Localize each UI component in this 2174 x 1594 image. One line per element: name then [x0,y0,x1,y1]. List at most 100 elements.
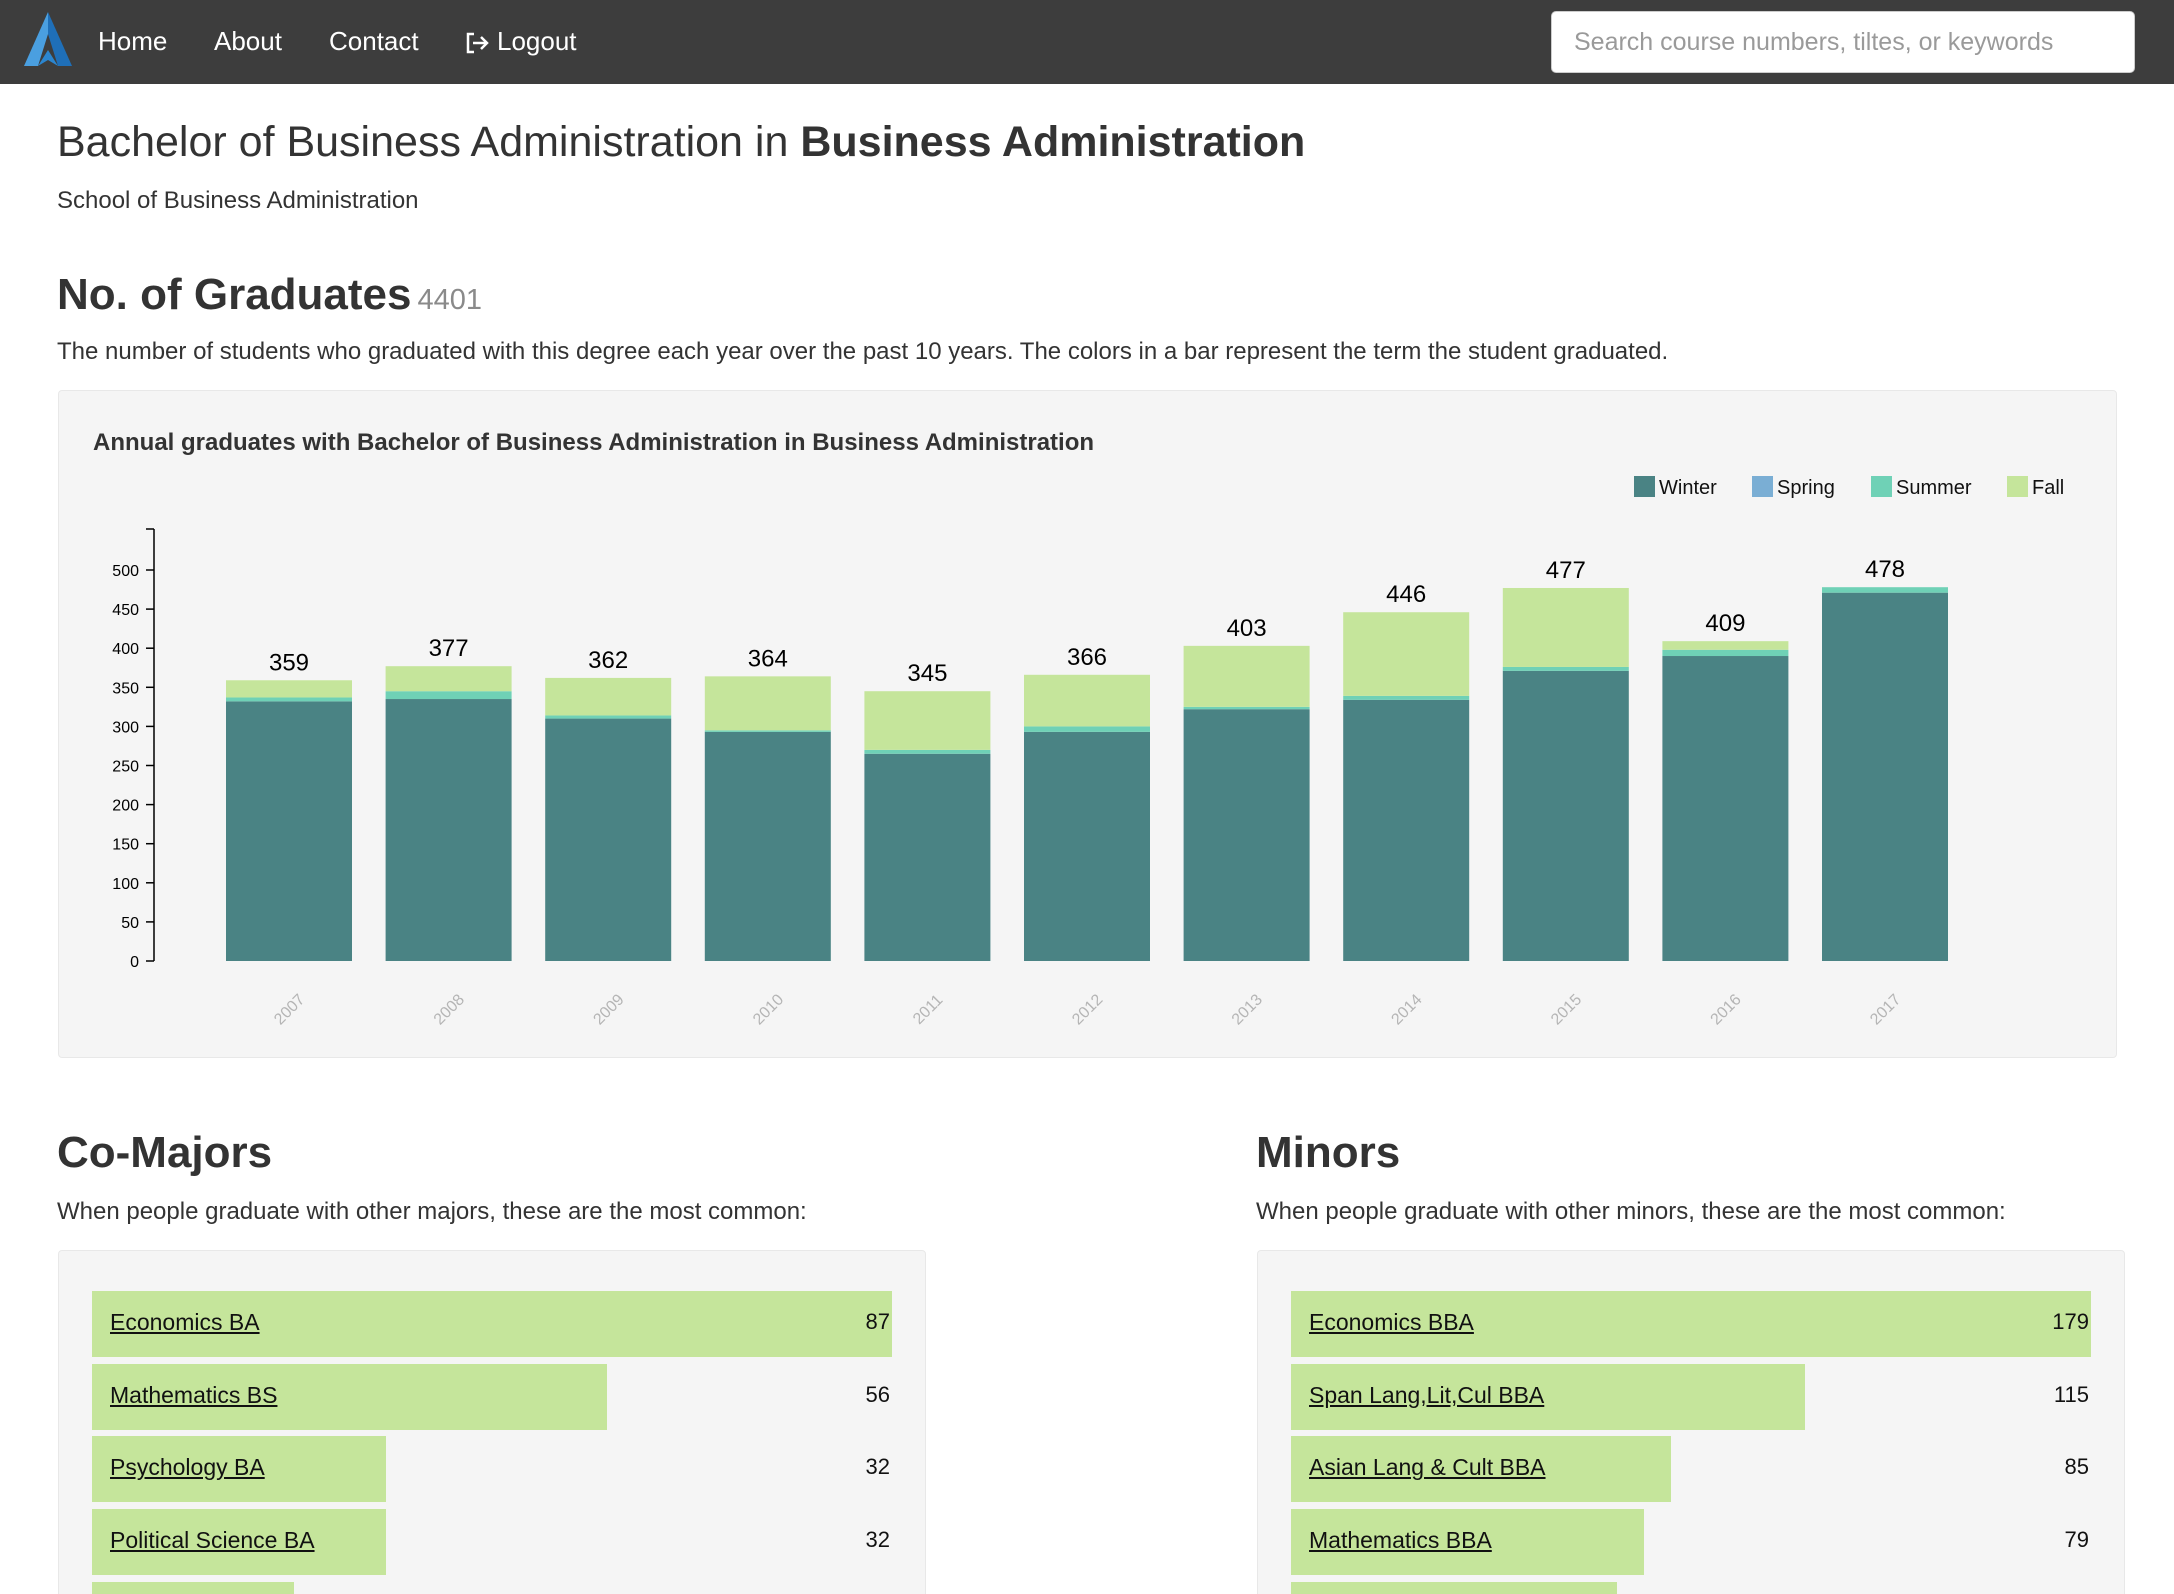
x-tick-label: 2017 [1867,991,1904,1028]
y-tick-label: 100 [112,876,139,893]
title-prefix: Bachelor of Business Administration in [57,118,789,166]
minors-list: Economics BBA 179 Span Lang,Lit,Cul BBA 115… [1257,1250,2125,1594]
logout-label: Logout [497,26,577,56]
x-tick-label: 2009 [590,991,627,1028]
y-tick-label: 300 [112,719,139,736]
graduates-description: The number of students who graduated wit… [57,338,1669,365]
comajor-link[interactable]: Mathematics BS [110,1381,278,1408]
minor-link[interactable]: Economics BBA [1309,1309,1474,1335]
legend-label-winter: Winter [1659,477,1717,499]
bar-segment-fall [1183,645,1310,707]
minor-bar [1291,1363,1805,1430]
bar-total-label: 364 [748,645,788,672]
minor-link[interactable]: Span Lang,Lit,Cul BBA [1309,1381,1545,1408]
bar-segment-fall [1662,641,1789,650]
logout-icon [466,32,489,54]
x-tick-label: 2013 [1229,991,1266,1028]
minor-count: 115 [2053,1381,2089,1407]
bar-total-label: 362 [588,647,628,674]
bar-total-label: 377 [429,635,469,662]
legend-label-summer: Summer [1896,477,1972,499]
graduates-heading: No. of Graduates 4401 [57,270,482,320]
y-tick-label: 250 [112,759,139,776]
bar-segment-winter [226,701,352,961]
nav-contact-link[interactable]: Contact [329,26,419,56]
bar-total-label: 359 [269,649,309,676]
comajor-count: 56 [865,1381,890,1407]
minor-count: 79 [2064,1527,2089,1553]
y-tick-label: 450 [112,602,139,619]
bar-segment-summer [545,715,672,719]
bar-segment-fall [1343,612,1470,696]
bar-segment-winter [1822,592,1948,961]
x-tick-label: 2015 [1548,991,1585,1028]
minor-count: 179 [2052,1309,2089,1334]
comajor-list-item: Psychology BA 32 [92,1436,892,1503]
bar-segment-summer [226,697,352,702]
bar-total-label: 366 [1067,644,1107,671]
legend-label-spring: Spring [1777,477,1835,499]
bar-segment-summer [385,691,512,700]
bar-segment-summer [1502,666,1629,671]
x-tick-label: 2011 [910,992,946,1028]
nav-home-link[interactable]: Home [98,26,168,56]
logo-icon[interactable] [20,10,76,68]
comajor-bar [92,1436,387,1503]
minor-list-item: Economics BBA 179 [1291,1291,2091,1357]
title-major: Business Administration [800,118,1306,166]
comajor-list-item: Economics BA 87 [92,1291,892,1357]
comajor-bar [92,1509,387,1576]
comajor-count: 87 [865,1309,890,1334]
legend-swatch-spring [1752,476,1773,497]
minors-description: When people graduate with other minors, … [1256,1198,2006,1225]
minor-bar [1291,1436,1671,1503]
bar-total-label: 478 [1865,556,1905,583]
bar-segment-fall [226,680,352,698]
comajor-bar [92,1581,295,1594]
x-tick-label: 2012 [1069,991,1106,1028]
comajor-count: 32 [865,1527,890,1553]
navbar: Home About Contact Logout [0,0,2174,84]
bar-total-label: 477 [1546,557,1586,584]
comajor-list-item: Mathematics BS 56 [92,1363,892,1430]
x-tick-label: 2007 [271,991,308,1028]
comajor-count: 32 [865,1454,890,1480]
nav-about-link[interactable]: About [214,26,282,56]
minor-bar [1291,1291,2091,1357]
bar-segment-summer [1183,706,1310,710]
bar-segment-fall [1024,674,1150,727]
bar-segment-winter [1662,656,1789,961]
minor-link[interactable]: Asian Lang & Cult BBA [1309,1454,1546,1481]
nav-logout-link[interactable]: Logout [465,24,577,58]
comajor-list-item: Political Science BA 32 [92,1509,892,1576]
bar-segment-winter [545,718,672,961]
x-tick-label: 2014 [1388,991,1425,1028]
minor-list-item: Mathematics BBA 79 [1291,1509,2091,1576]
bar-segment-summer [704,730,831,732]
x-tick-label: 2008 [431,991,468,1028]
search-input[interactable] [1551,11,2135,73]
comajor-link[interactable]: Economics BA [110,1309,260,1335]
comajor-link[interactable]: Psychology BA [110,1454,265,1481]
school-name: School of Business Administration [57,187,419,214]
bar-segment-winter [1183,709,1310,961]
minor-count: 85 [2064,1454,2089,1480]
bar-segment-fall [1502,587,1629,667]
comajor-list-item [92,1581,892,1594]
bar-segment-winter [1502,670,1629,961]
minor-list-item: Span Lang,Lit,Cul BBA 115 [1291,1363,2091,1430]
bar-segment-winter [1343,699,1470,961]
y-tick-label: 150 [112,837,139,854]
y-tick-label: 200 [112,798,139,815]
y-tick-label: 500 [112,563,139,580]
minor-link[interactable]: Mathematics BBA [1309,1527,1492,1554]
minors-heading: Minors [1256,1128,1401,1177]
comajors-description: When people graduate with other majors, … [57,1198,807,1225]
graduates-chart-panel: Annual graduates with Bachelor of Busine… [58,390,2117,1058]
minor-bar [1291,1509,1645,1576]
minor-bar [1291,1581,1618,1594]
comajors-list: Economics BA 87 Mathematics BS 56 Psychology… [58,1250,926,1594]
comajor-bar [92,1363,607,1430]
comajor-link[interactable]: Political Science BA [110,1527,315,1554]
graduates-chart: 0 50 100 150 200 250 300 350 400 450 500 359 2007 377… [112,476,2064,1028]
